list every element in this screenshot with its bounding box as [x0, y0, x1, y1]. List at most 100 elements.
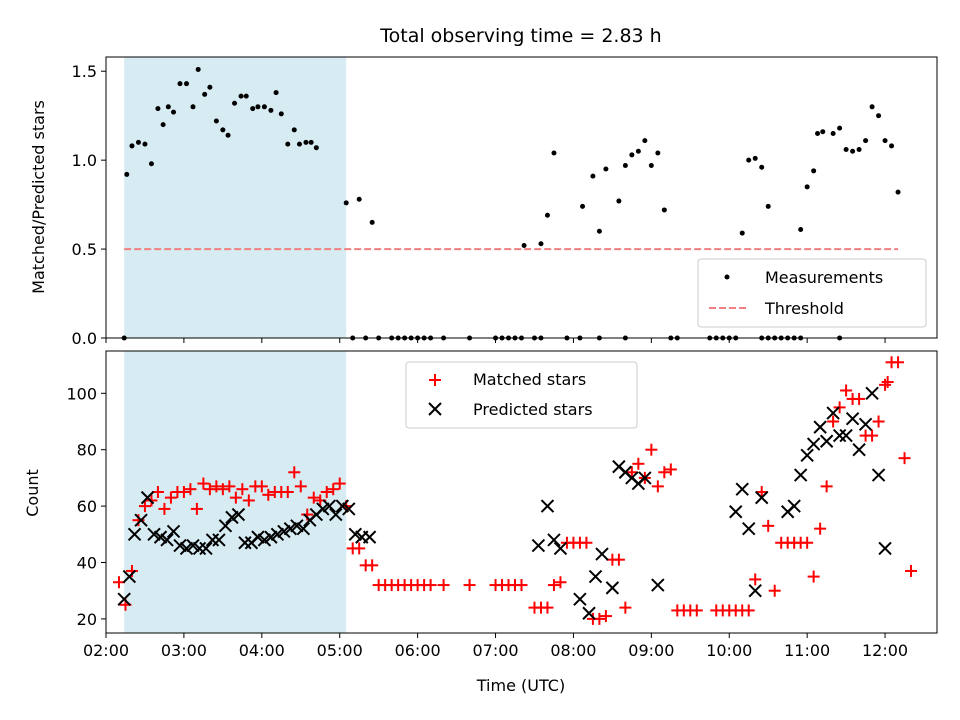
legend-threshold-label: Threshold: [764, 299, 844, 318]
matched-star-point: [184, 483, 197, 496]
bottom-legend: Matched stars Predicted stars: [405, 361, 638, 429]
bottom-panel: 02:00 03:00 04:00 05:00 06:00 07:00 08:00 09:00…: [23, 350, 938, 695]
measurement-point: [285, 141, 291, 147]
matched-star-point: [898, 452, 911, 465]
matched-star-point: [801, 536, 814, 549]
predicted-star-point: [755, 490, 769, 505]
predicted-star-point: [729, 505, 743, 519]
matched-star-point: [625, 466, 638, 479]
matched-star-point: [158, 502, 171, 515]
measurement-point: [746, 157, 752, 163]
matched-star-point: [612, 553, 625, 566]
measurement-point: [356, 196, 362, 202]
predicted-star-point: [638, 471, 652, 485]
matched-star-point: [327, 483, 340, 496]
matched-star-point: [307, 491, 320, 504]
top-y-tick-label: 1.0: [72, 151, 97, 170]
measurement-point: [616, 198, 622, 204]
predicted-star-point: [605, 581, 620, 595]
predicted-star-point: [205, 533, 220, 547]
matched-star-point: [424, 579, 437, 592]
measurement-point: [184, 81, 190, 87]
measurement-point: [765, 203, 771, 209]
predicted-star-point: [329, 507, 343, 522]
measurement-point: [124, 171, 130, 177]
predicted-star-point: [362, 530, 377, 544]
x-tick-label: 09:00: [628, 641, 674, 660]
x-tick-label: 04:00: [239, 641, 285, 660]
measurement-point: [165, 104, 171, 110]
matched-star-point: [814, 522, 827, 535]
measurement-point: [243, 93, 249, 99]
predicted-star-point: [166, 524, 181, 539]
top-highlight-span: [124, 57, 347, 338]
bot-y-tick-label: 80: [77, 441, 97, 460]
matched-star-point: [905, 564, 918, 577]
predicted-star-point: [553, 541, 568, 556]
predicted-star-point: [595, 547, 609, 561]
predicted-star-point: [547, 533, 561, 547]
measurement-point: [622, 162, 628, 168]
matched-star-point: [599, 610, 612, 623]
matched-star-point: [554, 576, 567, 589]
predicted-star-point: [238, 536, 252, 550]
measurement-point: [213, 118, 219, 124]
measurement-point: [343, 200, 349, 206]
predicted-star-point: [122, 569, 137, 584]
measurement-point: [308, 139, 314, 145]
predicted-star-point: [540, 499, 555, 513]
predicted-star-point: [800, 448, 814, 463]
matched-star-point: [749, 573, 762, 586]
top-legend: Measurements Threshold: [697, 258, 927, 328]
measurement-point: [225, 132, 231, 138]
matched-star-point: [807, 570, 820, 583]
matched-star-point: [216, 483, 229, 496]
matched-star-point: [853, 392, 866, 405]
matched-star-point: [541, 601, 554, 614]
measurement-point: [296, 141, 302, 147]
measurement-point: [629, 152, 635, 158]
matched-star-point: [632, 457, 645, 470]
measurement-point: [551, 150, 557, 156]
predicted-star-point: [748, 583, 762, 598]
measurement-point: [863, 138, 869, 144]
predicted-star-point: [787, 499, 801, 513]
matched-star-point: [892, 356, 905, 369]
measurement-point: [798, 227, 804, 233]
measurement-point: [135, 139, 141, 145]
x-tick-label: 08:00: [550, 641, 596, 660]
matched-star-point: [197, 477, 210, 490]
measurement-point: [238, 93, 244, 99]
matched-star-point: [515, 579, 528, 592]
measurement-point: [843, 146, 849, 152]
predicted-star-point: [160, 533, 174, 547]
matched-star-point: [547, 579, 560, 592]
measurement-point: [815, 130, 821, 136]
matched-star-point: [833, 401, 846, 414]
matched-star-point: [651, 480, 664, 493]
x-tick-label: 05:00: [317, 641, 363, 660]
measurement-point: [538, 241, 544, 247]
matched-star-point: [294, 480, 307, 493]
predicted-star-point: [199, 541, 213, 556]
top-legend-box: [697, 258, 927, 328]
matched-star-point: [755, 486, 768, 498]
measurement-point: [268, 107, 274, 113]
measurement-point: [261, 104, 267, 110]
measurement-point: [804, 184, 810, 190]
predicted-star-point: [140, 490, 155, 505]
predicted-star-point: [322, 499, 337, 513]
measurement-point: [603, 166, 609, 172]
measurement-point: [142, 141, 148, 147]
matched-star-point: [236, 483, 249, 496]
x-tick-label: 10:00: [706, 641, 752, 660]
bottom-ticks: 02:00 03:00 04:00 05:00 06:00 07:00 08:00 09:00…: [66, 384, 908, 660]
measurement-point: [195, 66, 201, 72]
matched-star-point: [177, 486, 190, 498]
matched-star-point: [690, 604, 703, 617]
matched-star-point: [463, 579, 476, 592]
predicted-star-point: [813, 420, 827, 434]
predicted-star-point: [806, 437, 821, 451]
top-panel: Total observing time = 2.83 h 0.0 0.5 1.0 1…: [29, 25, 938, 348]
predicted-star-point: [588, 569, 603, 584]
